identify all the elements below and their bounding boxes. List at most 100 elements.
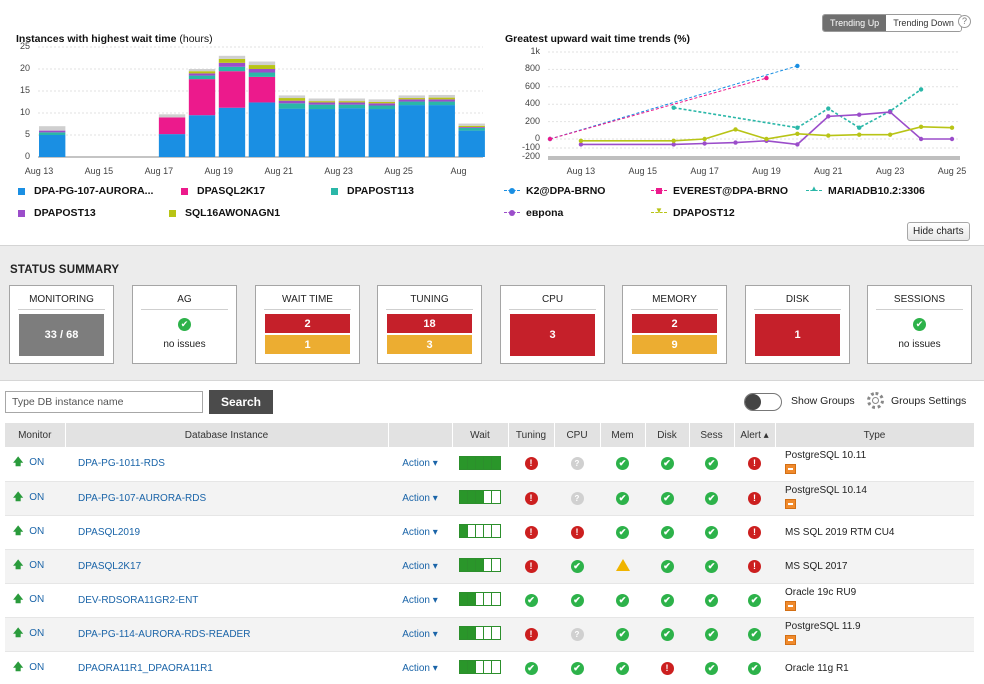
- cpu-cell[interactable]: ✔: [554, 549, 600, 584]
- column-header[interactable]: Database Instance: [65, 423, 389, 447]
- tuning-cell[interactable]: ✔: [508, 583, 554, 618]
- groups-settings-link[interactable]: Groups Settings: [891, 395, 967, 407]
- table-row[interactable]: 🡅 ON DPA-PG-114-AURORA-RDS-READER Action ▾!…: [5, 617, 974, 652]
- trending-up-button[interactable]: Trending Up: [823, 15, 887, 31]
- status-count-critical[interactable]: 2: [265, 314, 350, 333]
- instance-link[interactable]: DPA-PG-1011-RDS: [65, 447, 388, 482]
- action-menu[interactable]: Action ▾: [388, 583, 452, 618]
- table-row[interactable]: 🡅 ON DPASQL2019 Action ▾!! ✔ ✔ ✔! MS SQL 2019 R…: [5, 515, 974, 550]
- status-card-cpu[interactable]: CPU 3: [500, 285, 605, 364]
- action-menu[interactable]: Action ▾: [388, 617, 452, 652]
- sess-cell[interactable]: ✔: [689, 617, 734, 652]
- wait-cell[interactable]: [452, 617, 508, 652]
- trending-down-button[interactable]: Trending Down: [886, 15, 961, 31]
- action-menu[interactable]: Action ▾: [388, 447, 452, 482]
- table-row[interactable]: 🡅 ON DPASQL2K17 Action ▾! ✔ ✔ ✔! MS SQL 2017: [5, 549, 974, 584]
- alert-cell[interactable]: !: [734, 549, 775, 584]
- alert-cell[interactable]: !: [734, 481, 775, 516]
- disk-cell[interactable]: ✔: [645, 549, 689, 584]
- mem-cell[interactable]: ✔: [600, 447, 645, 482]
- disk-cell[interactable]: ✔: [645, 481, 689, 516]
- disk-cell[interactable]: ✔: [645, 515, 689, 550]
- status-count-critical[interactable]: 18: [387, 314, 472, 333]
- status-card-wait-time[interactable]: WAIT TIME 2 1: [255, 285, 360, 364]
- action-menu[interactable]: Action ▾: [388, 651, 452, 684]
- monitor-status[interactable]: 🡅 ON: [5, 549, 65, 584]
- cpu-cell[interactable]: ✔: [554, 651, 600, 684]
- table-row[interactable]: 🡅 ON DPAORA11R1_DPAORA11R1 Action ▾ ✔ ✔ ✔! ✔ ✔ Or…: [5, 651, 974, 684]
- status-card-sessions[interactable]: SESSIONS ✔ no issues: [867, 285, 972, 364]
- help-icon[interactable]: ?: [958, 15, 971, 28]
- instance-link[interactable]: DPA-PG-107-AURORA-RDS: [65, 481, 388, 516]
- tuning-cell[interactable]: !: [508, 447, 554, 482]
- sess-cell[interactable]: ✔: [689, 481, 734, 516]
- mem-cell[interactable]: ✔: [600, 617, 645, 652]
- wait-cell[interactable]: [452, 583, 508, 618]
- disk-cell[interactable]: ✔: [645, 583, 689, 618]
- column-header[interactable]: Wait: [452, 423, 509, 447]
- action-menu[interactable]: Action ▾: [388, 549, 452, 584]
- disk-cell[interactable]: !: [645, 651, 689, 684]
- status-count-warning[interactable]: 3: [387, 335, 472, 354]
- cpu-cell[interactable]: !: [554, 515, 600, 550]
- legend-item[interactable]: DPAPOST13: [18, 207, 96, 219]
- monitor-status[interactable]: 🡅 ON: [5, 583, 65, 618]
- gear-icon[interactable]: [867, 392, 884, 409]
- cpu-cell[interactable]: ?: [554, 617, 600, 652]
- instance-link[interactable]: DPAORA11R1_DPAORA11R1: [65, 651, 388, 684]
- monitor-status[interactable]: 🡅 ON: [5, 617, 65, 652]
- legend-item[interactable]: DPAPOST113: [331, 185, 414, 197]
- column-header[interactable]: Disk: [645, 423, 690, 447]
- mem-cell[interactable]: ✔: [600, 515, 645, 550]
- status-card-memory[interactable]: MEMORY 2 9: [622, 285, 727, 364]
- cpu-cell[interactable]: ✔: [554, 583, 600, 618]
- hide-charts-button[interactable]: Hide charts: [907, 222, 970, 241]
- column-header[interactable]: Sess: [689, 423, 735, 447]
- cpu-cell[interactable]: ?: [554, 481, 600, 516]
- instance-link[interactable]: DPA-PG-114-AURORA-RDS-READER: [65, 617, 388, 652]
- instance-link[interactable]: DPASQL2K17: [65, 549, 388, 584]
- tuning-cell[interactable]: !: [508, 515, 554, 550]
- legend-item[interactable]: EVEREST@DPA-BRNO: [651, 185, 788, 197]
- status-count[interactable]: 1: [755, 314, 840, 356]
- monitor-status[interactable]: 🡅 ON: [5, 481, 65, 516]
- status-card-tuning[interactable]: TUNING 18 3: [377, 285, 482, 364]
- status-count-warning[interactable]: 9: [632, 335, 717, 354]
- alert-cell[interactable]: ✔: [734, 617, 775, 652]
- legend-item[interactable]: DPASQL2K17: [181, 185, 265, 197]
- column-header[interactable]: [388, 423, 453, 447]
- legend-item[interactable]: SQL16AWONAGN1: [169, 207, 280, 219]
- tuning-cell[interactable]: !: [508, 549, 554, 584]
- alert-cell[interactable]: !: [734, 447, 775, 482]
- alert-cell[interactable]: !: [734, 515, 775, 550]
- sess-cell[interactable]: ✔: [689, 447, 734, 482]
- search-button[interactable]: Search: [209, 390, 273, 414]
- monitor-status[interactable]: 🡅 ON: [5, 515, 65, 550]
- wait-cell[interactable]: [452, 447, 508, 482]
- status-count[interactable]: 3: [510, 314, 595, 356]
- disk-cell[interactable]: ✔: [645, 617, 689, 652]
- column-header[interactable]: Alert ▴: [734, 423, 776, 447]
- instance-search-input[interactable]: [5, 391, 203, 413]
- sess-cell[interactable]: ✔: [689, 651, 734, 684]
- show-groups-toggle[interactable]: [744, 393, 782, 411]
- alert-cell[interactable]: ✔: [734, 651, 775, 684]
- sess-cell[interactable]: ✔: [689, 549, 734, 584]
- column-header[interactable]: Type: [775, 423, 975, 447]
- action-menu[interactable]: Action ▾: [388, 515, 452, 550]
- wait-cell[interactable]: [452, 481, 508, 516]
- column-header[interactable]: CPU: [554, 423, 601, 447]
- mem-cell[interactable]: ✔: [600, 651, 645, 684]
- cpu-cell[interactable]: ?: [554, 447, 600, 482]
- status-card-disk[interactable]: DISK 1: [745, 285, 850, 364]
- disk-cell[interactable]: ✔: [645, 447, 689, 482]
- tuning-cell[interactable]: !: [508, 481, 554, 516]
- status-card-ag[interactable]: AG ✔ no issues: [132, 285, 237, 364]
- tuning-cell[interactable]: !: [508, 617, 554, 652]
- legend-item[interactable]: ▼ DPAPOST12: [651, 206, 735, 219]
- monitor-status[interactable]: 🡅 ON: [5, 651, 65, 684]
- monitor-status[interactable]: 🡅 ON: [5, 447, 65, 482]
- legend-item[interactable]: евpona: [504, 207, 563, 219]
- table-row[interactable]: 🡅 ON DEV-RDSORA11GR2-ENT Action ▾ ✔ ✔ ✔ ✔ ✔ ✔ Orac…: [5, 583, 974, 618]
- alert-cell[interactable]: ✔: [734, 583, 775, 618]
